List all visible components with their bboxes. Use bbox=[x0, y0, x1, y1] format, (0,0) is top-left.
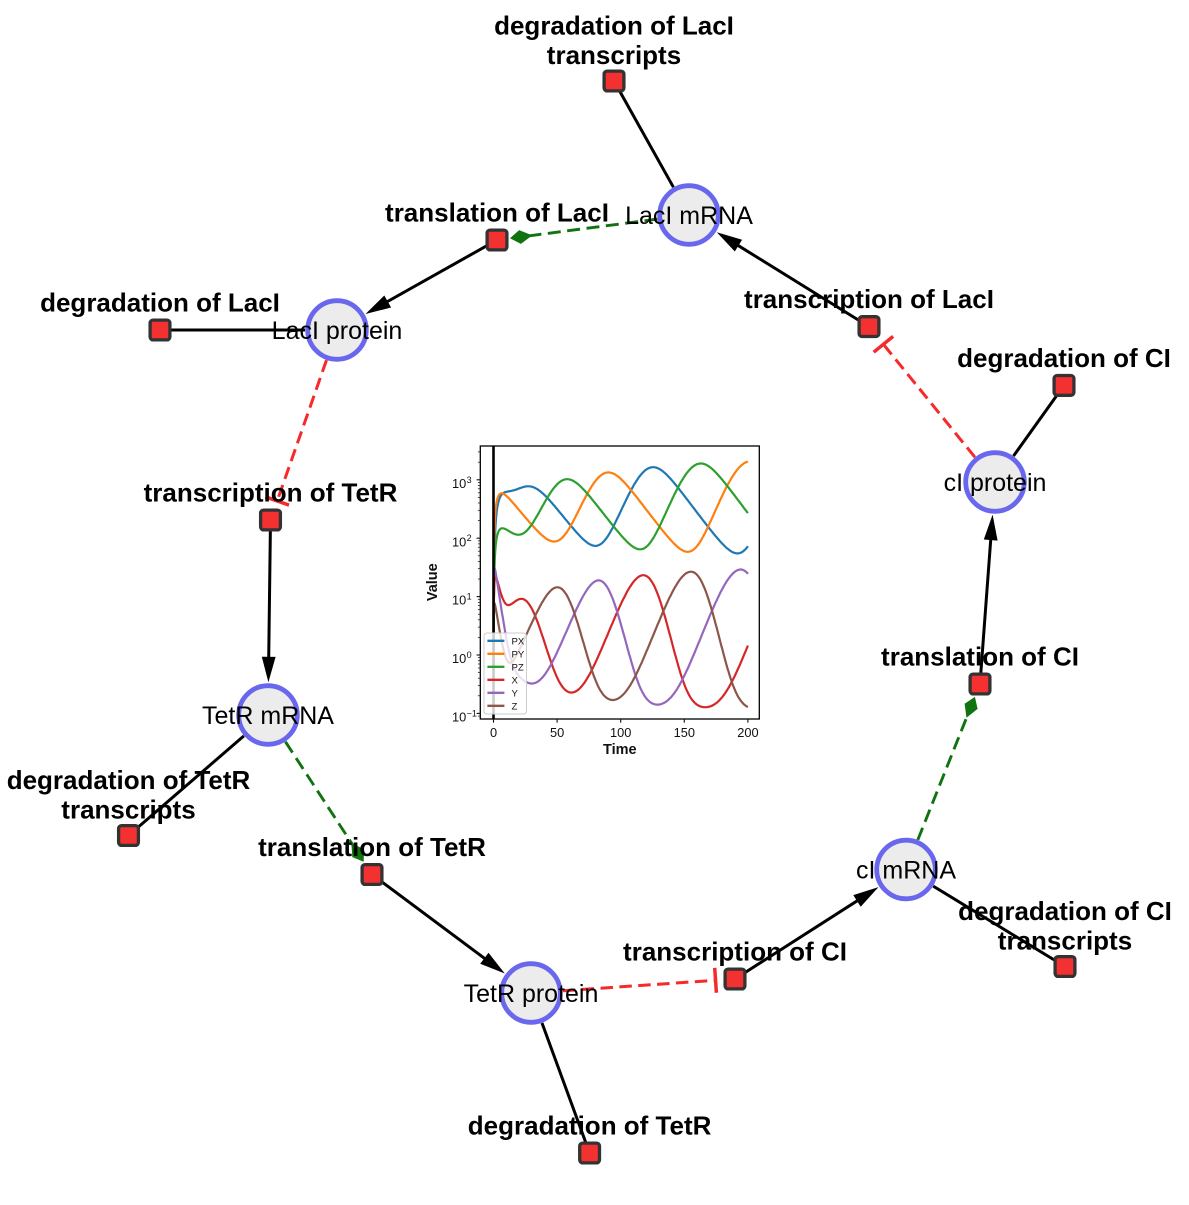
svg-text:translation of TetR: translation of TetR bbox=[258, 832, 486, 862]
svg-text:2: 2 bbox=[467, 533, 472, 543]
svg-text:150: 150 bbox=[674, 725, 695, 740]
svg-text:10: 10 bbox=[452, 651, 466, 666]
svg-text:0: 0 bbox=[467, 650, 472, 660]
svg-text:X: X bbox=[512, 675, 519, 686]
svg-text:LacI mRNA: LacI mRNA bbox=[625, 202, 753, 230]
svg-text:3: 3 bbox=[467, 475, 472, 485]
svg-text:degradation of CI: degradation of CI bbox=[957, 343, 1171, 373]
svg-text:degradation of TetR: degradation of TetR bbox=[7, 765, 251, 795]
svg-text:transcription of TetR: transcription of TetR bbox=[144, 478, 398, 508]
svg-text:transcripts: transcripts bbox=[998, 926, 1132, 956]
svg-text:10: 10 bbox=[452, 593, 466, 608]
svg-text:transcription of CI: transcription of CI bbox=[623, 937, 847, 967]
svg-text:TetR mRNA: TetR mRNA bbox=[202, 702, 334, 730]
svg-text:PX: PX bbox=[512, 636, 525, 647]
svg-text:Y: Y bbox=[512, 688, 519, 699]
svg-text:translation of LacI: translation of LacI bbox=[385, 198, 609, 228]
svg-text:degradation of LacI: degradation of LacI bbox=[40, 288, 280, 318]
svg-text:PY: PY bbox=[512, 649, 525, 660]
svg-text:PZ: PZ bbox=[512, 662, 524, 673]
svg-text:1: 1 bbox=[467, 592, 472, 602]
svg-text:0: 0 bbox=[490, 725, 497, 740]
svg-text:TetR protein: TetR protein bbox=[464, 980, 599, 1008]
svg-text:10: 10 bbox=[452, 534, 466, 549]
svg-text:200: 200 bbox=[737, 725, 758, 740]
svg-text:Value: Value bbox=[425, 563, 441, 601]
svg-text:10: 10 bbox=[452, 476, 466, 491]
svg-text:10: 10 bbox=[452, 710, 466, 725]
svg-text:Z: Z bbox=[512, 701, 518, 712]
svg-text:degradation of TetR: degradation of TetR bbox=[468, 1111, 712, 1141]
svg-text:transcription of LacI: transcription of LacI bbox=[744, 284, 994, 314]
svg-text:LacI protein: LacI protein bbox=[272, 317, 403, 345]
svg-text:transcripts: transcripts bbox=[547, 40, 681, 70]
svg-text:cI protein: cI protein bbox=[944, 469, 1047, 497]
svg-text:Time: Time bbox=[603, 742, 637, 758]
svg-text:transcripts: transcripts bbox=[61, 795, 195, 825]
svg-text:degradation of CI: degradation of CI bbox=[958, 896, 1172, 926]
svg-text:100: 100 bbox=[610, 725, 631, 740]
svg-text:50: 50 bbox=[550, 725, 564, 740]
svg-text:degradation of LacI: degradation of LacI bbox=[494, 10, 734, 40]
svg-text:cI mRNA: cI mRNA bbox=[856, 857, 956, 885]
svg-text:translation of CI: translation of CI bbox=[881, 642, 1079, 672]
svg-text:−1: −1 bbox=[467, 708, 477, 718]
